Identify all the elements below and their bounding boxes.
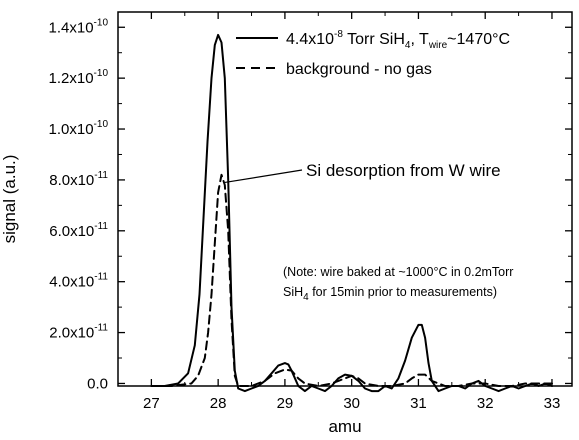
plot-frame <box>117 11 573 387</box>
y-tick-label: 2.0x10-11 <box>49 323 108 342</box>
x-tick-label: 33 <box>544 395 561 412</box>
y-tick-label: 1.0x10-10 <box>49 119 109 138</box>
y-axis-ticks: 0.0 2.0x10-11 4.0x10-11 6.0x10-11 8.0x10-11 1… <box>49 17 572 392</box>
x-axis-label: amu <box>328 417 361 436</box>
annotation-text: Si desorption from W wire <box>306 161 501 180</box>
note-line-1: (Note: wire baked at ~1000°C in 0.2mTorr <box>283 265 513 279</box>
x-axis-ticks: 27 28 29 30 31 32 33 <box>143 12 560 412</box>
x-tick-label: 27 <box>143 395 160 412</box>
x-tick-label: 31 <box>410 395 427 412</box>
y-tick-label: 6.0x10-11 <box>49 221 108 240</box>
x-tick-label: 28 <box>210 395 227 412</box>
y-tick-label: 4.0x10-11 <box>49 272 108 291</box>
series-line-background <box>150 173 553 387</box>
series-layer <box>150 33 553 393</box>
x-tick-label: 30 <box>343 395 360 412</box>
legend-label-silane: 4.4x10-8 Torr SiH4, Twire~1470°C <box>286 29 510 51</box>
x-tick-label: 32 <box>477 395 494 412</box>
y-axis-label: signal (a.u.) <box>0 155 19 244</box>
legend: 4.4x10-8 Torr SiH4, Twire~1470°C backgro… <box>236 29 510 78</box>
y-tick-label: 8.0x10-11 <box>49 170 108 189</box>
y-tick-label: 0.0 <box>87 375 108 392</box>
note-line-2: SiH4 for 15min prior to measurements) <box>283 285 497 303</box>
legend-label-background: background - no gas <box>286 61 432 78</box>
x-tick-label: 29 <box>277 395 294 412</box>
series-line-silane <box>150 33 553 393</box>
y-tick-label: 1.2x10-10 <box>49 68 109 87</box>
y-tick-label: 1.4x10-10 <box>49 17 109 36</box>
annotation-arrow <box>224 169 303 184</box>
